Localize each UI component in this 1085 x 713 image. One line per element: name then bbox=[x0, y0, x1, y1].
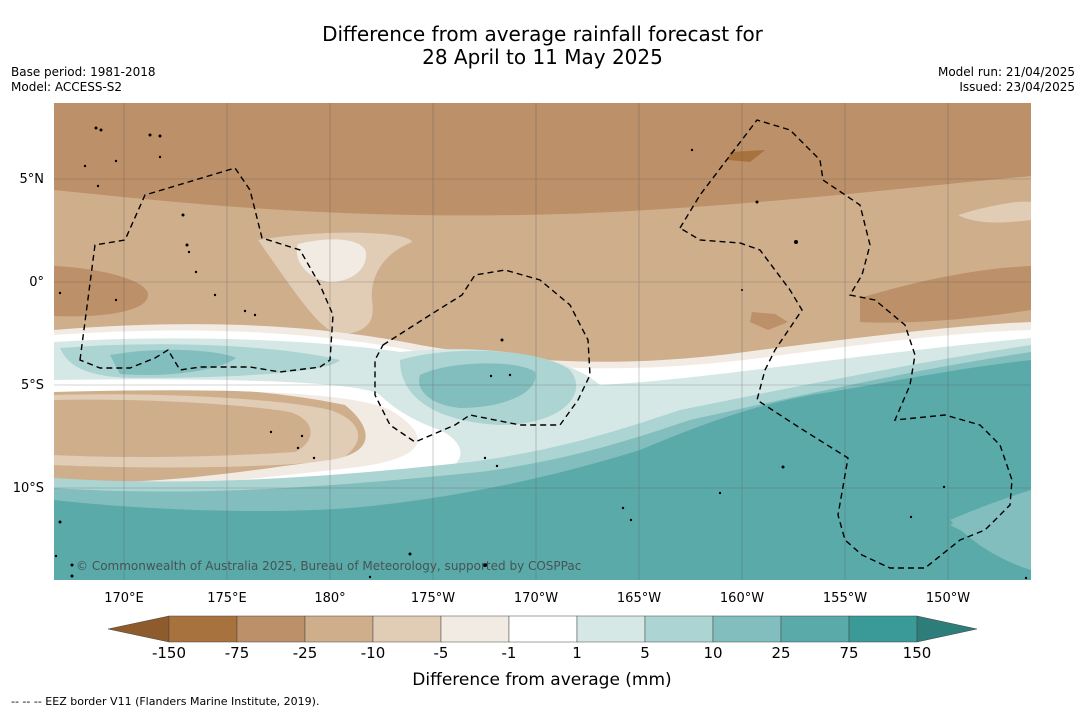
colorbar-bin-2 bbox=[304, 615, 374, 643]
eez-tokelau bbox=[374, 269, 591, 443]
colorbar-extend-high bbox=[916, 615, 978, 643]
lon-tick-155w: 155°W bbox=[823, 591, 867, 606]
colorbar-bin-7 bbox=[644, 615, 714, 643]
colorbar-extend-low bbox=[107, 615, 170, 643]
lon-tick-175w: 175°W bbox=[411, 591, 455, 606]
blob-minus-75-west bbox=[54, 266, 148, 317]
colorbar-tick-1: -75 bbox=[225, 644, 250, 662]
patch-10-to-25-southeast bbox=[950, 490, 1031, 570]
colorbar-tick-4: -5 bbox=[434, 644, 449, 662]
blob-minus-75-small bbox=[750, 312, 788, 330]
rainfall-map: © Commonwealth of Australia 2025, Bureau… bbox=[54, 103, 1031, 580]
colorbar-bins bbox=[168, 615, 918, 643]
patch-minus-10-central bbox=[258, 232, 412, 335]
colorbar: -150 -75 -25 -10 -5 -1 1 5 10 25 75 150 bbox=[107, 615, 978, 662]
lon-tick-170w: 170°W bbox=[514, 591, 558, 606]
patch-minus-5-central bbox=[296, 239, 367, 282]
issued-date: Issued: 23/04/2025 bbox=[959, 80, 1075, 94]
eez-kiribati-line bbox=[679, 119, 1013, 569]
colorbar-tick-10: 75 bbox=[839, 644, 858, 662]
lon-tick-150w: 150°W bbox=[926, 591, 970, 606]
colorbar-bin-0 bbox=[168, 615, 238, 643]
colorbar-bin-9 bbox=[780, 615, 850, 643]
colorbar-label: Difference from average (mm) bbox=[412, 670, 671, 690]
lat-tick-labels: 5°N 0° 5°S 10°S bbox=[13, 172, 44, 496]
eez-borders bbox=[79, 119, 1013, 569]
lon-tick-labels: 170°E 175°E 180° 175°W 170°W 165°W 160°W… bbox=[104, 591, 970, 606]
lon-tick-170e: 170°E bbox=[104, 591, 144, 606]
lon-tick-175e: 175°E bbox=[207, 591, 247, 606]
copyright-notice: © Commonwealth of Australia 2025, Bureau… bbox=[76, 559, 581, 573]
colorbar-tick-11: 150 bbox=[903, 644, 932, 662]
band-minus-75-east bbox=[860, 266, 1031, 323]
band-25-to-75 bbox=[54, 360, 1031, 580]
colorbar-bin-5 bbox=[508, 615, 578, 643]
colorbar-bin-4 bbox=[440, 615, 510, 643]
lon-tick-180: 180° bbox=[314, 591, 345, 606]
eez-footnote: -- -- -- EEZ border V11 (Flanders Marine… bbox=[11, 695, 320, 708]
colorbar-tick-7: 5 bbox=[640, 644, 650, 662]
colorbar-tick-0: -150 bbox=[152, 644, 186, 662]
map-title-line2: 28 April to 11 May 2025 bbox=[422, 45, 663, 69]
lat-tick-5n: 5°N bbox=[20, 172, 45, 187]
lat-tick-5s: 5°S bbox=[21, 378, 44, 393]
colorbar-tick-2: -25 bbox=[293, 644, 318, 662]
lon-tick-160w: 160°W bbox=[720, 591, 764, 606]
colorbar-tick-labels: -150 -75 -25 -10 -5 -1 1 5 10 25 75 150 bbox=[152, 644, 931, 662]
colorbar-tick-5: -1 bbox=[502, 644, 517, 662]
model-run: Model run: 21/04/2025 bbox=[937, 65, 1075, 79]
eez-tuvalu bbox=[79, 167, 334, 373]
colorbar-bin-1 bbox=[236, 615, 306, 643]
band-minus-25-south bbox=[54, 399, 311, 457]
colorbar-tick-8: 10 bbox=[703, 644, 722, 662]
colorbar-tick-6: 1 bbox=[572, 644, 582, 662]
colorbar-bin-3 bbox=[372, 615, 442, 643]
colorbar-bin-6 bbox=[576, 615, 646, 643]
patch-10-to-25-central bbox=[419, 363, 536, 408]
lat-tick-0: 0° bbox=[29, 275, 44, 290]
colorbar-bin-8 bbox=[712, 615, 782, 643]
lat-tick-10s: 10°S bbox=[13, 481, 44, 496]
colorbar-bin-10 bbox=[848, 615, 918, 643]
base-period: Base period: 1981-2018 bbox=[11, 65, 156, 79]
patch-minus-10-east bbox=[958, 201, 1031, 223]
model-name: Model: ACCESS-S2 bbox=[11, 80, 123, 94]
blob-minus-150 bbox=[728, 150, 765, 162]
lon-tick-165w: 165°W bbox=[617, 591, 661, 606]
islands bbox=[54, 126, 1028, 580]
patch-10-to-25-west bbox=[110, 349, 236, 376]
graticule bbox=[54, 103, 1031, 580]
colorbar-tick-9: 25 bbox=[771, 644, 790, 662]
colorbar-tick-3: -10 bbox=[361, 644, 386, 662]
map-title-line1: Difference from average rainfall forecas… bbox=[322, 22, 763, 46]
